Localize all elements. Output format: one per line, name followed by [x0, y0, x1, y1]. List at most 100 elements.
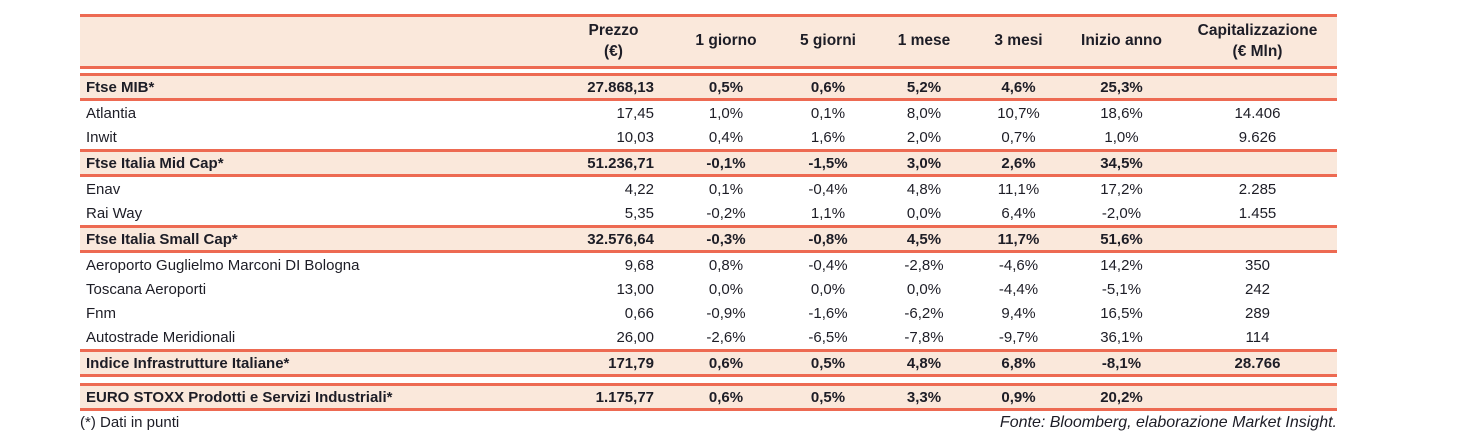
cell-name: Indice Infrastrutture Italiane* [80, 349, 555, 377]
cell-name: Autostrade Meridionali [80, 325, 555, 349]
cell-d5: -1,6% [780, 301, 876, 325]
cell-d5: 0,6% [780, 73, 876, 101]
market-report-table-page: Prezzo (€) 1 giorno 5 giorni 1 mese 3 me… [80, 14, 1337, 432]
cell-cap [1178, 149, 1337, 177]
index-summary-row: Ftse Italia Mid Cap* 51.236,71 -0,1% -1,5% 3… [80, 149, 1337, 177]
cell-prezzo: 51.236,71 [555, 149, 672, 177]
cell-m1: 5,2% [876, 73, 972, 101]
cell-d1: 0,5% [672, 73, 780, 101]
cell-cap: 289 [1178, 301, 1337, 325]
cell-d1: 0,4% [672, 125, 780, 149]
cell-m1: 4,8% [876, 177, 972, 201]
cell-prezzo: 26,00 [555, 325, 672, 349]
stock-row: Aeroporto Guglielmo Marconi DI Bologna 9,… [80, 253, 1337, 277]
cell-ytd: 14,2% [1065, 253, 1178, 277]
cell-cap: 9.626 [1178, 125, 1337, 149]
cell-d1: -0,2% [672, 201, 780, 225]
cell-ytd: 17,2% [1065, 177, 1178, 201]
cell-cap: 1.455 [1178, 201, 1337, 225]
cell-d5: 1,1% [780, 201, 876, 225]
cell-ytd: 36,1% [1065, 325, 1178, 349]
section-gap-cell [80, 69, 1337, 73]
cell-name: Atlantia [80, 101, 555, 125]
cell-cap [1178, 225, 1337, 253]
cell-name: Enav [80, 177, 555, 201]
cell-ytd: 16,5% [1065, 301, 1178, 325]
column-header-name [80, 14, 555, 69]
cell-prezzo: 4,22 [555, 177, 672, 201]
cell-m1: 3,3% [876, 383, 972, 411]
cell-m1: 4,8% [876, 349, 972, 377]
stock-row: Inwit 10,03 0,4% 1,6% 2,0% 0,7% 1,0% 9.626 [80, 125, 1337, 149]
cell-m3: 4,6% [972, 73, 1065, 101]
column-header-prezzo: Prezzo (€) [555, 14, 672, 69]
cell-m3: 11,7% [972, 225, 1065, 253]
cell-d5: 0,0% [780, 277, 876, 301]
market-performance-table: Prezzo (€) 1 giorno 5 giorni 1 mese 3 me… [80, 14, 1337, 411]
cell-prezzo: 10,03 [555, 125, 672, 149]
cell-d1: 1,0% [672, 101, 780, 125]
cell-ytd: 34,5% [1065, 149, 1178, 177]
cell-name: Ftse MIB* [80, 73, 555, 101]
cell-ytd: -5,1% [1065, 277, 1178, 301]
cell-name: Toscana Aeroporti [80, 277, 555, 301]
cell-m3: 0,7% [972, 125, 1065, 149]
cell-cap: 242 [1178, 277, 1337, 301]
cell-ytd: 20,2% [1065, 383, 1178, 411]
cell-m3: 0,9% [972, 383, 1065, 411]
cell-m3: -4,6% [972, 253, 1065, 277]
stock-row: Fnm 0,66 -0,9% -1,6% -6,2% 9,4% 16,5% 289 [80, 301, 1337, 325]
column-header-1-giorno: 1 giorno [672, 14, 780, 69]
stock-row: Toscana Aeroporti 13,00 0,0% 0,0% 0,0% -4,4% -… [80, 277, 1337, 301]
cell-m3: 9,4% [972, 301, 1065, 325]
cell-cap: 14.406 [1178, 101, 1337, 125]
cell-m1: 3,0% [876, 149, 972, 177]
cell-cap: 2.285 [1178, 177, 1337, 201]
table-footer: (*) Dati in punti Fonte: Bloomberg, elab… [80, 414, 1337, 432]
cell-name: Rai Way [80, 201, 555, 225]
cell-cap [1178, 73, 1337, 101]
cell-name: Inwit [80, 125, 555, 149]
cell-name: Aeroporto Guglielmo Marconi DI Bologna [80, 253, 555, 277]
index-summary-row: Ftse MIB* 27.868,13 0,5% 0,6% 5,2% 4,6% 25,3% [80, 73, 1337, 101]
cell-ytd: -2,0% [1065, 201, 1178, 225]
cell-cap: 350 [1178, 253, 1337, 277]
cell-d1: 0,1% [672, 177, 780, 201]
cell-d1: 0,6% [672, 349, 780, 377]
index-summary-row: EURO STOXX Prodotti e Servizi Industrial… [80, 383, 1337, 411]
column-header-1-mese: 1 mese [876, 14, 972, 69]
cell-prezzo: 0,66 [555, 301, 672, 325]
table-header-row: Prezzo (€) 1 giorno 5 giorni 1 mese 3 me… [80, 14, 1337, 69]
footnote-dati-in-punti: (*) Dati in punti [80, 414, 180, 431]
cell-name: Ftse Italia Small Cap* [80, 225, 555, 253]
stock-row: Enav 4,22 0,1% -0,4% 4,8% 11,1% 17,2% 2.285 [80, 177, 1337, 201]
stock-row: Autostrade Meridionali 26,00 -2,6% -6,5% -7,… [80, 325, 1337, 349]
cell-d5: -0,8% [780, 225, 876, 253]
cell-name: EURO STOXX Prodotti e Servizi Industrial… [80, 383, 555, 411]
cell-m1: 0,0% [876, 201, 972, 225]
cell-prezzo: 17,45 [555, 101, 672, 125]
cell-m3: 2,6% [972, 149, 1065, 177]
cell-d5: 0,1% [780, 101, 876, 125]
cell-cap: 114 [1178, 325, 1337, 349]
cell-d5: 0,5% [780, 383, 876, 411]
cell-cap [1178, 383, 1337, 411]
cell-prezzo: 13,00 [555, 277, 672, 301]
cell-m1: -6,2% [876, 301, 972, 325]
column-header-capitalizzazione: Capitalizzazione (€ Mln) [1178, 14, 1337, 69]
section-gap [80, 69, 1337, 73]
column-header-5-giorni: 5 giorni [780, 14, 876, 69]
index-summary-row: Ftse Italia Small Cap* 32.576,64 -0,3% -0,8… [80, 225, 1337, 253]
cell-ytd: 18,6% [1065, 101, 1178, 125]
section-gap-cell [80, 377, 1337, 383]
cell-name: Ftse Italia Mid Cap* [80, 149, 555, 177]
cell-prezzo: 171,79 [555, 349, 672, 377]
cell-m1: 4,5% [876, 225, 972, 253]
cell-d1: 0,6% [672, 383, 780, 411]
cell-prezzo: 27.868,13 [555, 73, 672, 101]
cell-prezzo: 32.576,64 [555, 225, 672, 253]
cell-ytd: -8,1% [1065, 349, 1178, 377]
cell-d5: 0,5% [780, 349, 876, 377]
cell-m3: 6,4% [972, 201, 1065, 225]
cell-d5: -6,5% [780, 325, 876, 349]
